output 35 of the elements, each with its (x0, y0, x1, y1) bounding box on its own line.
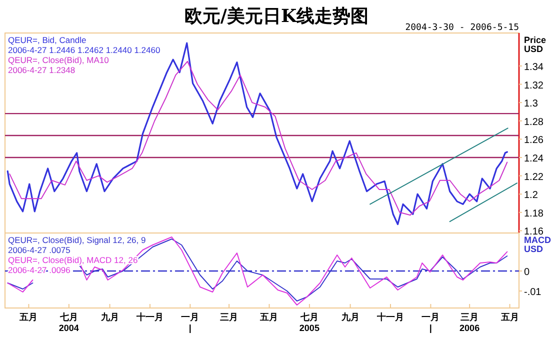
y-tick-label: 0 (524, 267, 530, 278)
x-tick-label: 十一月 (376, 312, 404, 322)
y-tick-label: 1.18 (524, 208, 544, 220)
x-tick-label: 五月 (500, 312, 519, 322)
y-tick-label: 1.24 (524, 153, 544, 164)
annotation: 2006-4-27 1.2348 (8, 65, 76, 75)
chart-title: 欧元/美元日K线走势图 (184, 6, 369, 27)
x-tick-label: 七月 2004 (58, 312, 79, 333)
x-tick-label: 五月 (259, 312, 278, 322)
y-tick-label: 1.26 (524, 135, 544, 146)
annotation: 2006-4-27 .0075 (8, 245, 71, 255)
y-tick-label: 1.2 (524, 190, 538, 202)
annotation: 2006-4-27 1.2446 1.2462 1.2440 1.2460 (8, 45, 160, 55)
y-tick-label: 1.3 (524, 98, 538, 110)
text: QEUR=, Close(Bid), MA10 (8, 55, 110, 65)
series-label: QEUR=, Close(Bid), Signal 12, 26, 9 (8, 235, 146, 245)
y-axis-title: Price USD (524, 35, 546, 54)
y-tick-label: 1.34 (524, 62, 544, 73)
x-tick-label: 九月 (100, 312, 119, 322)
x-tick-label: 十一月 (135, 312, 164, 322)
x-tick-label: 三月 2006 (460, 312, 480, 333)
x-tick-label: 九月 (340, 312, 360, 322)
y-axis-title: MACD USD (524, 235, 552, 254)
x-tick-label: 一月 | (181, 312, 200, 333)
x-tick-label: 一月 | (422, 312, 440, 333)
y-tick-label: 1.22 (524, 172, 544, 183)
x-tick-label: 三月 (220, 312, 238, 322)
y-tick-label: 1.32 (524, 80, 544, 92)
chart-subtitle: 2004-3-30 - 2006-5-15 (405, 23, 519, 33)
y-tick-label: 1.16 (524, 226, 544, 238)
x-tick-label: 五月 (18, 312, 38, 322)
y-tick-label: 1.28 (524, 116, 544, 128)
y-tick-label: -.01 (524, 287, 542, 298)
text: QEUR=, Bid, Candle (8, 35, 86, 45)
x-tick-label: 七月 2005 (299, 312, 320, 333)
